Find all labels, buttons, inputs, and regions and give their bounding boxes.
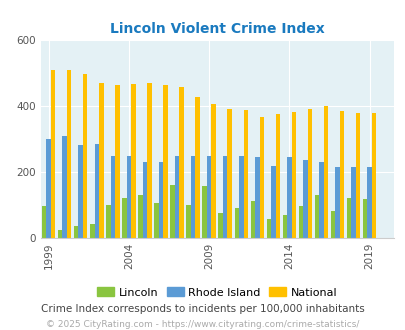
Bar — [62, 136, 67, 238]
Bar — [179, 87, 183, 238]
Bar — [158, 162, 163, 238]
Bar — [250, 201, 254, 238]
Bar — [195, 97, 199, 238]
Bar — [163, 85, 167, 238]
Bar — [78, 145, 83, 238]
Bar — [330, 211, 335, 238]
Bar — [227, 109, 231, 238]
Bar — [314, 195, 319, 238]
Bar — [307, 109, 311, 238]
Bar — [207, 156, 211, 238]
Bar — [218, 213, 222, 238]
Bar — [122, 198, 126, 238]
Bar — [239, 156, 243, 238]
Bar — [58, 230, 62, 238]
Bar — [335, 167, 339, 238]
Title: Lincoln Violent Crime Index: Lincoln Violent Crime Index — [110, 22, 324, 36]
Bar — [99, 82, 103, 238]
Bar — [323, 106, 328, 238]
Bar — [234, 208, 239, 238]
Bar — [143, 162, 147, 238]
Bar — [74, 226, 78, 238]
Bar — [303, 160, 307, 238]
Bar — [291, 112, 296, 238]
Bar — [351, 167, 355, 238]
Bar — [243, 110, 247, 238]
Bar — [115, 85, 119, 238]
Bar — [138, 195, 143, 238]
Bar — [186, 205, 190, 238]
Bar — [286, 157, 291, 238]
Bar — [282, 214, 286, 238]
Bar — [51, 70, 55, 238]
Bar — [266, 219, 271, 238]
Bar — [94, 144, 99, 238]
Bar — [271, 166, 275, 238]
Bar — [126, 156, 131, 238]
Bar — [211, 104, 215, 238]
Bar — [175, 156, 179, 238]
Bar — [67, 70, 71, 238]
Text: © 2025 CityRating.com - https://www.cityrating.com/crime-statistics/: © 2025 CityRating.com - https://www.city… — [46, 320, 359, 329]
Bar — [254, 157, 259, 238]
Bar — [110, 156, 115, 238]
Bar — [371, 113, 375, 238]
Bar — [170, 185, 175, 238]
Bar — [131, 84, 135, 238]
Bar — [83, 74, 87, 238]
Bar — [190, 156, 195, 238]
Bar — [275, 114, 279, 238]
Bar — [42, 206, 46, 238]
Bar — [355, 113, 360, 238]
Bar — [222, 156, 227, 238]
Bar — [202, 186, 207, 238]
Bar — [362, 199, 367, 238]
Bar — [106, 205, 110, 238]
Bar — [90, 224, 94, 238]
Bar — [339, 111, 343, 238]
Bar — [259, 117, 263, 238]
Bar — [46, 139, 51, 238]
Bar — [147, 82, 151, 238]
Text: Crime Index corresponds to incidents per 100,000 inhabitants: Crime Index corresponds to incidents per… — [41, 304, 364, 314]
Bar — [154, 203, 158, 238]
Bar — [298, 206, 303, 238]
Bar — [346, 198, 351, 238]
Legend: Lincoln, Rhode Island, National: Lincoln, Rhode Island, National — [93, 283, 341, 302]
Bar — [367, 167, 371, 238]
Bar — [319, 162, 323, 238]
